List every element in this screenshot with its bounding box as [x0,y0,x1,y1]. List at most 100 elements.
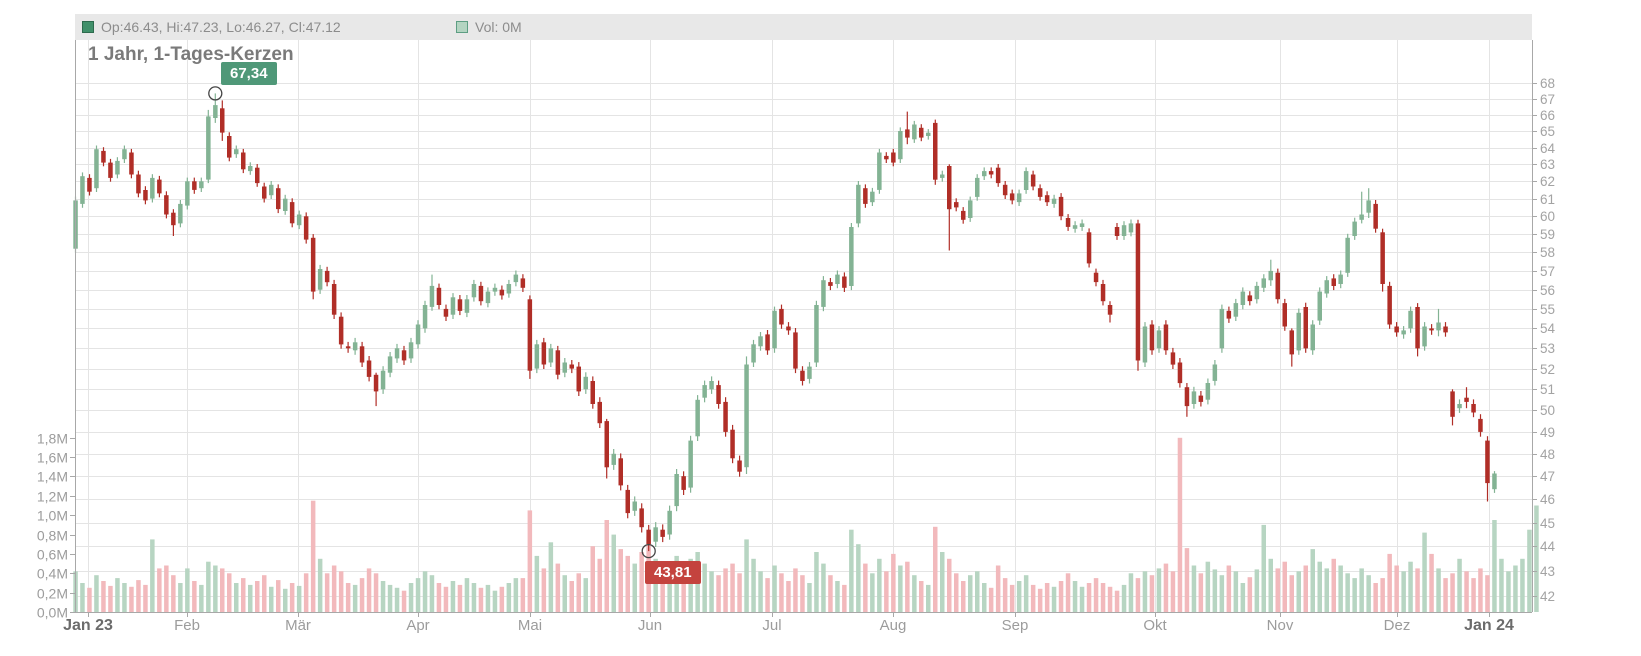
volume-bar [136,580,141,612]
candle-body [555,350,561,375]
volume-bar [366,568,372,612]
candle-body [1107,305,1113,315]
candle-body [1093,272,1099,283]
volume-bar [1177,437,1183,612]
volume-bar [1121,584,1127,612]
candle-body [569,364,574,369]
volume-bar [1135,578,1141,612]
volume-bar [821,563,826,612]
volume-bar [1401,571,1406,612]
volume-bar [1254,569,1260,612]
month-axis: Jan 23 Feb Mär Apr Mai Jun Jul Aug Sep Okt Nov Dez J… [63,612,1514,634]
candle-body [1191,391,1197,404]
volume-bar [744,539,749,612]
volume-bar [1044,583,1050,612]
candle-body [1317,291,1322,321]
volume-bar [262,575,267,612]
candle-body [1282,303,1287,327]
month-label: Sep [1002,617,1029,634]
volume-bar [632,563,637,612]
month-label: Nov [1267,617,1294,634]
volume-bar [597,558,602,612]
candle-body [828,282,833,286]
volume-bar [1303,565,1308,612]
price-tick-label: 65 [1540,124,1555,139]
volume-bar [1247,577,1253,612]
volume-bar [1464,571,1469,612]
candle-body [688,440,693,488]
volume-bar [296,585,302,612]
volume-bar [933,526,938,612]
volume-bar [527,510,533,612]
volume-bar [338,571,344,612]
candle-body [1373,203,1378,229]
volume-bar [884,571,889,612]
candle-body [1009,193,1015,201]
volume-bar [548,542,554,612]
volume-tick-label: 1,8M [37,431,68,447]
candle-body [1240,291,1246,305]
volume-bar [1380,578,1385,612]
candle-body [1275,272,1280,300]
candle-body [611,453,616,465]
candle-body [646,529,651,545]
candle-body [310,237,316,292]
volume-bar [1212,569,1218,612]
volume-bar [1408,561,1413,612]
low-marker-circle [641,543,656,559]
volume-bar [1436,568,1441,612]
candle-body [422,305,428,329]
volume-bar [1373,583,1378,612]
volume-bar [870,573,875,612]
volume-bar [422,571,428,612]
candle-body [1212,364,1218,381]
volume-bar [1072,581,1078,612]
candle-body [765,334,770,351]
month-label: Mär [285,617,311,634]
candle-body [807,366,812,379]
volume-bar [995,565,1001,612]
candle-body [590,381,595,404]
candle-body [988,171,994,175]
candle-body [206,116,211,180]
month-label: Mai [518,617,542,634]
volume-bar [108,585,113,612]
ohlc-legend-label: Op:46.43, Hi:47.23, Lo:46.27, Cl:47.12 [101,19,341,35]
candle-body [401,350,407,361]
volume-bar [1065,573,1071,612]
candle-body [758,336,763,347]
candle-body [835,274,840,284]
candle-body [1121,225,1127,236]
price-tick-label: 45 [1540,516,1555,531]
candle-body [1219,308,1225,349]
candle-body [213,105,218,118]
volume-bar [492,590,498,612]
volume-tick-label: 0,2M [37,586,68,602]
candle-body [618,458,623,486]
candle-body [723,401,728,432]
volume-bar [324,573,330,612]
candle-body [597,401,602,424]
volume-bar [101,581,106,612]
candle-body [975,177,980,197]
volume-legend: Vol: 0M [456,14,522,40]
candle-body [408,342,414,359]
candle-body [415,324,421,345]
volume-bar [1289,575,1294,612]
volume-bar [1149,575,1155,612]
high-marker-circle [208,86,223,101]
candle-body [366,360,372,377]
candle-body [492,287,498,292]
candle-body [289,202,295,224]
volume-bar [1324,568,1329,612]
volume-bar [1359,568,1364,612]
candle-body [905,129,910,138]
month-label: Jan 23 [63,617,113,634]
volume-bar [625,555,630,612]
volume-bar [199,584,204,612]
price-tick-label: 43 [1540,564,1555,579]
volume-bar [1163,563,1169,612]
candle-body [373,374,379,392]
